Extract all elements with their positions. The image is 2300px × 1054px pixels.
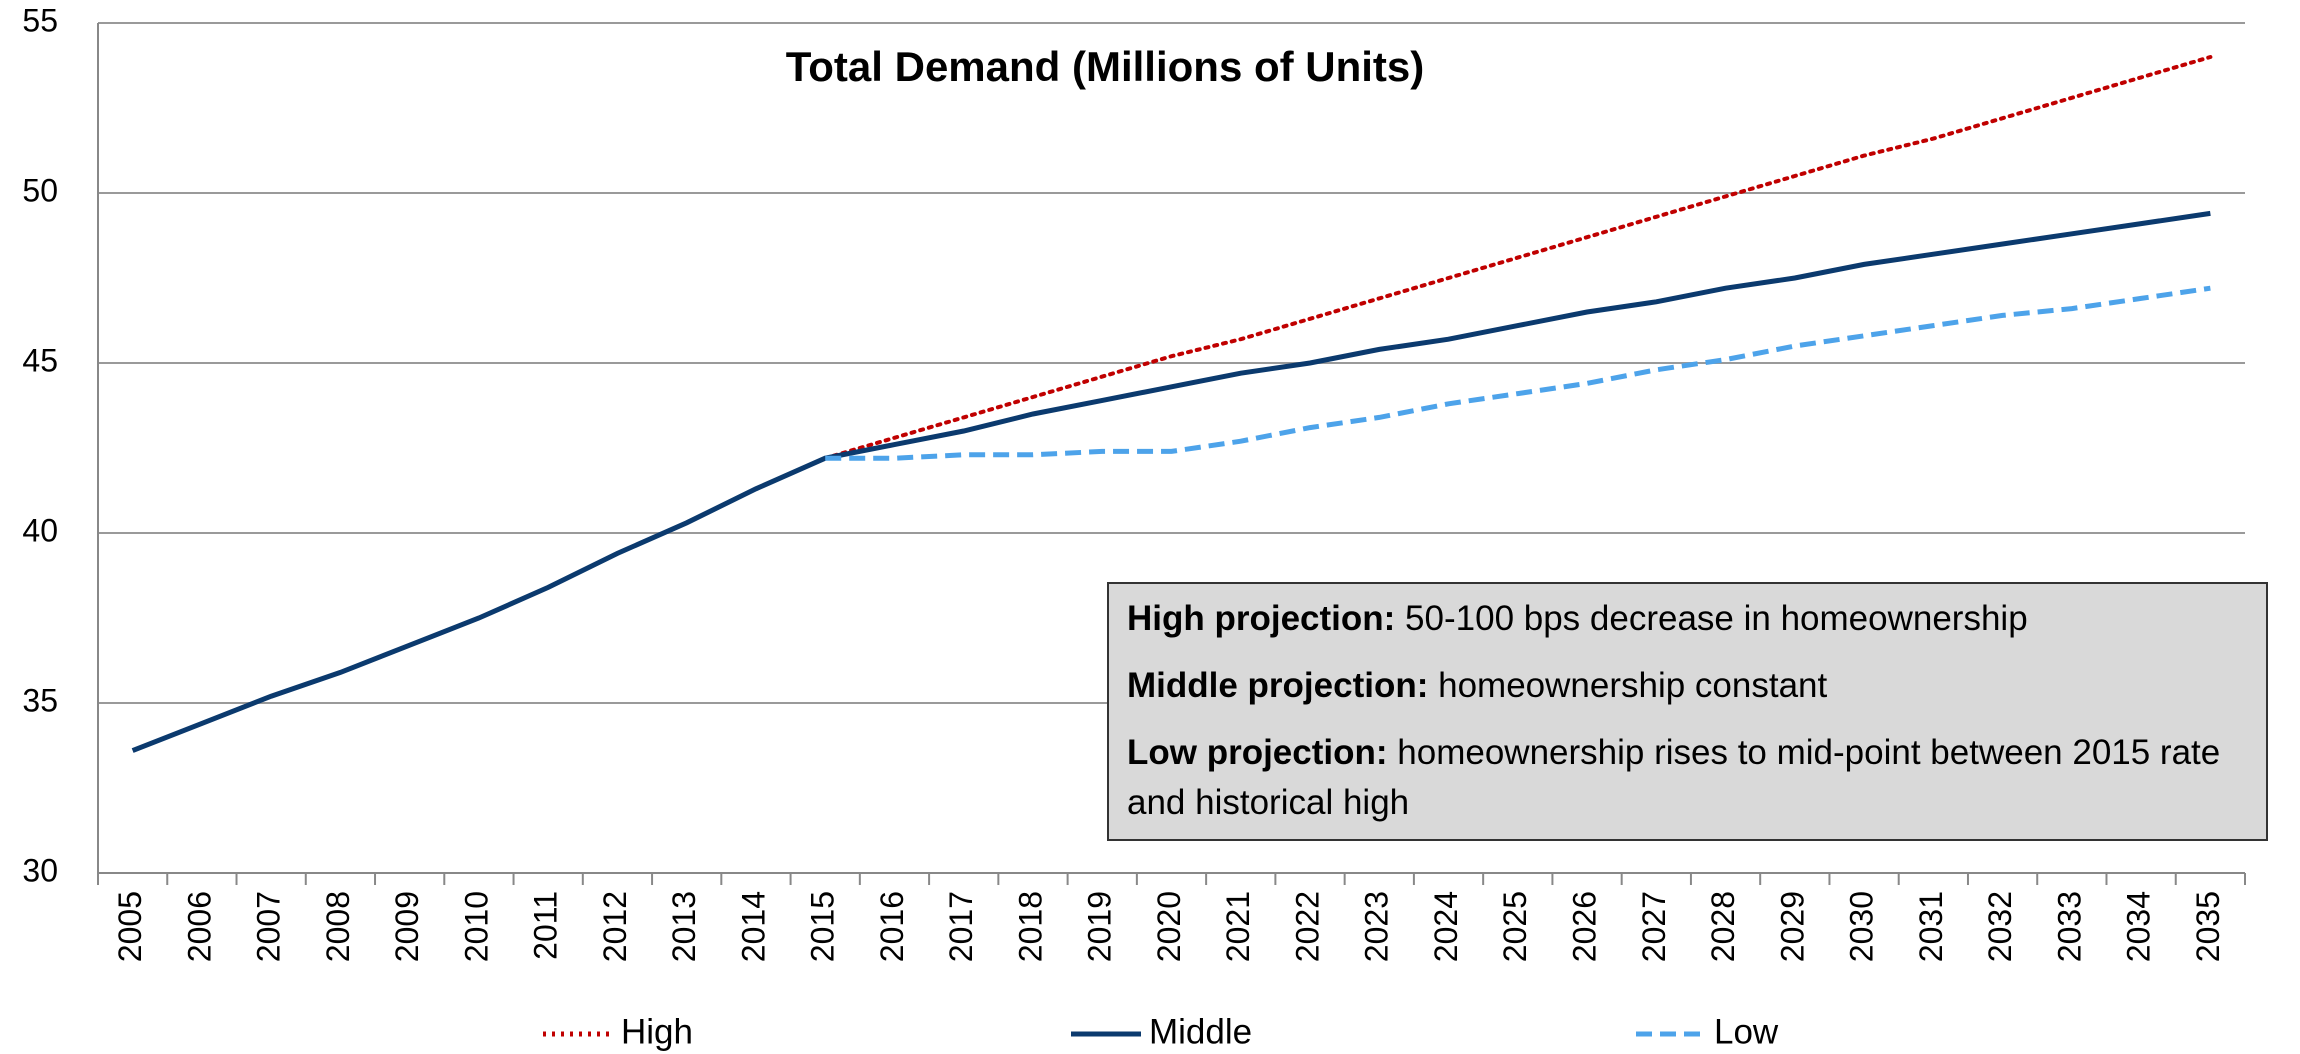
legend-label: Low <box>1714 1012 1779 1051</box>
x-tick-group: 2026 <box>1567 891 1603 962</box>
x-tick-label: 2011 <box>528 891 564 960</box>
x-tick-label: 2009 <box>389 891 425 962</box>
x-tick-label: 2013 <box>666 891 702 962</box>
x-tick-group: 2018 <box>1012 891 1048 962</box>
x-tick-label: 2029 <box>1774 891 1810 962</box>
annotation-text: homeownership constant <box>1438 666 1828 705</box>
x-tick-group: 2029 <box>1774 891 1810 962</box>
x-tick-label: 2008 <box>320 891 356 962</box>
y-tick-label: 50 <box>22 172 58 208</box>
x-tick-label: 2021 <box>1220 891 1256 962</box>
x-tick-label: 2005 <box>112 891 148 962</box>
annotation-label: Low projection: <box>1127 733 1388 772</box>
x-tick-group: 2025 <box>1497 891 1533 962</box>
x-tick-group: 2023 <box>1359 891 1395 962</box>
x-tick-group: 2007 <box>251 891 287 962</box>
x-tick-group: 2024 <box>1428 891 1464 962</box>
x-tick-label: 2016 <box>874 891 910 962</box>
x-tick-label: 2012 <box>597 891 633 962</box>
annotation: Low projection: homeownership rises to m… <box>1127 728 2248 828</box>
x-tick-group: 2019 <box>1082 891 1118 962</box>
x-tick-group: 2010 <box>458 891 494 962</box>
x-tick-group: 2017 <box>943 891 979 962</box>
x-tick-label: 2015 <box>805 891 841 962</box>
x-tick-label: 2031 <box>1913 891 1949 962</box>
x-tick-label: 2010 <box>458 891 494 962</box>
x-tick-group: 2030 <box>1844 891 1880 962</box>
series-line <box>823 55 2213 461</box>
x-tick-group: 2013 <box>666 891 702 962</box>
x-tick-label: 2028 <box>1705 891 1741 962</box>
legend-label: Middle <box>1149 1012 1252 1051</box>
x-tick-label: 2022 <box>1289 891 1325 962</box>
x-tick-label: 2025 <box>1497 891 1533 962</box>
x-tick-group: 2033 <box>2051 891 2087 962</box>
annotation-text: 50-100 bps decrease in homeownership <box>1405 599 2028 638</box>
x-tick-label: 2033 <box>2051 891 2087 962</box>
x-tick-label: 2030 <box>1844 891 1880 962</box>
x-tick-label: 2007 <box>251 891 287 962</box>
x-tick-group: 2015 <box>805 891 841 962</box>
x-tick-group: 2012 <box>597 891 633 962</box>
x-tick-group: 2031 <box>1913 891 1949 962</box>
series-line <box>825 285 2211 461</box>
x-tick-label: 2018 <box>1012 891 1048 962</box>
y-tick-label: 30 <box>22 852 58 888</box>
x-tick-label: 2023 <box>1359 891 1395 962</box>
x-tick-group: 2020 <box>1151 891 1187 962</box>
x-tick-group: 2009 <box>389 891 425 962</box>
x-tick-label: 2014 <box>735 891 771 962</box>
y-tick-label: 45 <box>22 342 58 378</box>
annotation: High projection: 50-100 bps decrease in … <box>1127 594 2248 644</box>
x-tick-group: 2021 <box>1220 891 1256 962</box>
annotation-text: homeownership rises to mid-point between… <box>1127 733 2221 822</box>
x-tick-label: 2032 <box>1982 891 2018 962</box>
x-tick-group: 2006 <box>181 891 217 962</box>
x-tick-group: 2014 <box>735 891 771 962</box>
x-tick-group: 2016 <box>874 891 910 962</box>
x-tick-label: 2006 <box>181 891 217 962</box>
legend-label: High <box>621 1012 693 1051</box>
series-line <box>131 210 2211 753</box>
x-tick-label: 2035 <box>2190 891 2226 962</box>
annotation: Middle projection: homeownership constan… <box>1127 661 2248 711</box>
x-tick-label: 2020 <box>1151 891 1187 962</box>
y-tick-label: 35 <box>22 682 58 718</box>
x-tick-group: 2035 <box>2190 891 2226 962</box>
x-tick-group: 2008 <box>320 891 356 962</box>
y-tick-label: 40 <box>22 512 58 548</box>
x-tick-label: 2034 <box>2121 891 2157 962</box>
x-tick-group: 2022 <box>1289 891 1325 962</box>
annotation-box: High projection: 50-100 bps decrease in … <box>1107 582 2268 841</box>
x-tick-group: 2011 <box>528 891 564 960</box>
x-tick-label: 2024 <box>1428 891 1464 962</box>
x-tick-label: 2019 <box>1082 891 1118 962</box>
x-tick-group: 2005 <box>112 891 148 962</box>
annotation-label: High projection: <box>1127 599 1396 638</box>
x-tick-group: 2027 <box>1636 891 1672 962</box>
y-tick-label: 55 <box>22 2 58 38</box>
x-tick-label: 2027 <box>1636 891 1672 962</box>
x-tick-label: 2026 <box>1567 891 1603 962</box>
annotation-label: Middle projection: <box>1127 666 1429 705</box>
x-tick-group: 2032 <box>1982 891 2018 962</box>
x-tick-group: 2028 <box>1705 891 1741 962</box>
x-tick-group: 2034 <box>2121 891 2157 962</box>
chart-title: Total Demand (Millions of Units) <box>786 43 1425 90</box>
x-tick-label: 2017 <box>943 891 979 962</box>
